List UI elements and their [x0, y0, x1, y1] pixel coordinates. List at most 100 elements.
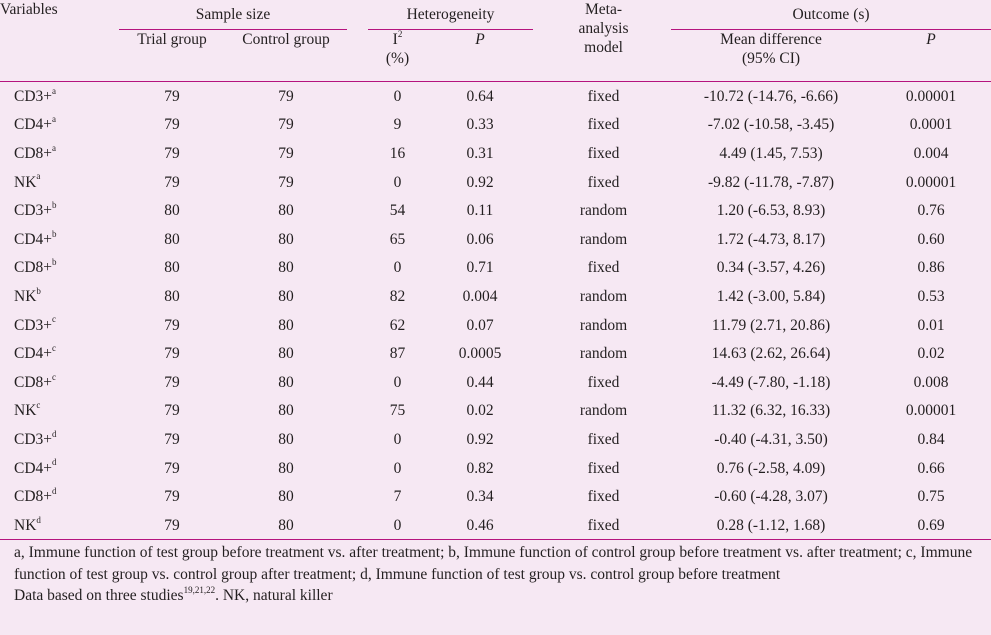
spacer [533, 482, 565, 511]
footnote-definitions: a, Immune function of test group before … [14, 544, 973, 583]
cell-outcome-p: 0.00001 [871, 80, 991, 111]
spacer [533, 425, 565, 454]
table-row: CD8+b 80 80 0 0.71 fixed 0.34 (-3.57, 4.26) 0.8… [0, 254, 991, 283]
cell-trial-group: 79 [164, 430, 180, 448]
cell-i2: 0 [393, 373, 402, 391]
cell-mean-difference: -9.82 (-11.78, -7.87) [708, 173, 834, 191]
spacer [642, 397, 671, 426]
header-meta-analysis-model: Meta- analysis model [578, 1, 629, 56]
table-row: NKb 80 80 82 0.004 random 1.42 (-3.00, 5.84) 0.… [0, 282, 991, 311]
cell-control-group: 80 [278, 459, 294, 477]
header-row-top: Variables Sample size Heterogeneity Meta… [0, 0, 991, 56]
cell-i2: 87 [389, 345, 406, 363]
cell-control-group: 80 [278, 345, 294, 363]
cell-heterogeneity-p: 0.06 [466, 230, 494, 248]
spacer [642, 254, 671, 283]
table-row: CD3+b 80 80 54 0.11 random 1.20 (-6.53, 8.93) 0… [0, 196, 991, 225]
header-mean-difference: Mean difference (95% CI) [720, 31, 822, 67]
spacer [642, 196, 671, 225]
cell-mean-difference: 0.28 (-1.12, 1.68) [716, 516, 826, 534]
cell-mean-difference: -0.60 (-4.28, 3.07) [714, 488, 828, 506]
spacer [533, 196, 565, 225]
cell-variable: CD4+b [14, 228, 57, 248]
cell-model: fixed [587, 173, 620, 191]
cell-model: fixed [587, 516, 620, 534]
spacer [347, 454, 368, 483]
cell-outcome-p: 0.00001 [905, 173, 957, 191]
cell-model: random [579, 316, 628, 334]
spacer [642, 454, 671, 483]
table-row: CD4+a 79 79 9 0.33 fixed -7.02 (-10.58, -3.45)… [0, 111, 991, 140]
cell-mean-difference: -0.40 (-4.31, 3.50) [714, 430, 828, 448]
cell-i2: 9 [393, 116, 402, 134]
header-outcome: Outcome (s) [671, 0, 991, 30]
spacer [642, 311, 671, 340]
cell-variable: CD3+a [0, 80, 113, 111]
cell-heterogeneity-p: 0.02 [466, 402, 494, 420]
cell-variable: CD3+c [14, 314, 57, 334]
spacer [642, 482, 671, 511]
cell-model: fixed [587, 144, 620, 162]
cell-control-group: 80 [278, 488, 294, 506]
cell-trial-group: 80 [164, 287, 180, 305]
header-heterogeneity: Heterogeneity [368, 0, 534, 30]
spacer [347, 425, 368, 454]
cell-i2: 82 [389, 287, 406, 305]
table-row: NKc 79 80 75 0.02 random 11.32 (6.32, 16.33) 0.… [0, 397, 991, 426]
cell-model: fixed [587, 116, 620, 134]
spacer [347, 282, 368, 311]
cell-trial-group: 79 [164, 402, 180, 420]
table-row: NKa 79 79 0 0.92 fixed -9.82 (-11.78, -7.87) 0.… [0, 168, 991, 197]
cell-i2: 7 [393, 488, 402, 506]
cell-variable: CD3+b [14, 200, 57, 220]
cell-outcome-p: 0.00001 [905, 402, 957, 420]
cell-i2: 0 [393, 516, 402, 534]
cell-mean-difference: 11.32 (6.32, 16.33) [711, 402, 831, 420]
cell-variable: NKb [14, 285, 41, 305]
header-row-sub: Trial group Control group I2 (%) P Mean … [0, 29, 991, 82]
spacer [533, 511, 565, 540]
cell-control-group: 80 [278, 259, 294, 277]
spacer [642, 368, 671, 397]
table-row: CD4+c 79 80 87 0.0005 random 14.63 (2.62, 26.6… [0, 339, 991, 368]
table-row: CD4+b 80 80 65 0.06 random 1.72 (-4.73, 8.17) 0… [0, 225, 991, 254]
spacer [347, 368, 368, 397]
table-row: CD3+c 79 80 62 0.07 random 11.79 (2.71, 20.86)… [0, 311, 991, 340]
spacer [642, 339, 671, 368]
cell-i2: 54 [389, 202, 406, 220]
spacer [347, 397, 368, 426]
cell-model: fixed [587, 373, 620, 391]
cell-model: fixed [587, 488, 620, 506]
cell-variable: CD8+a [14, 142, 57, 162]
cell-model: fixed [565, 80, 643, 111]
cell-variable: CD4+d [14, 457, 57, 477]
cell-heterogeneity-p: 0.31 [466, 144, 494, 162]
cell-outcome-p: 0.76 [917, 202, 945, 220]
cell-model: fixed [587, 459, 620, 477]
cell-heterogeneity-p: 0.44 [466, 373, 494, 391]
spacer [533, 254, 565, 283]
cell-i2: 0 [393, 173, 402, 191]
cell-heterogeneity-p: 0.11 [466, 202, 494, 220]
spacer [347, 80, 368, 111]
spacer [642, 80, 672, 111]
cell-mean-difference: 1.20 (-6.53, 8.93) [716, 202, 826, 220]
spacer [347, 511, 368, 540]
spacer [642, 425, 671, 454]
cell-control-group: 80 [278, 373, 294, 391]
cell-mean-difference: 1.42 (-3.00, 5.84) [716, 287, 826, 305]
spacer [533, 80, 566, 111]
cell-control-group: 80 [278, 202, 294, 220]
spacer [533, 282, 565, 311]
cell-outcome-p: 0.60 [917, 230, 945, 248]
cell-trial-group: 80 [164, 230, 180, 248]
cell-outcome-p: 0.01 [917, 316, 945, 334]
cell-trial-group: 79 [164, 144, 180, 162]
cell-trial-group: 79 [164, 116, 180, 134]
footnote-source: Data based on three studies19,21,22. NK,… [14, 584, 333, 604]
cell-outcome-p: 0.66 [917, 459, 945, 477]
cell-model: random [579, 230, 628, 248]
cell-heterogeneity-p: 0.71 [466, 259, 494, 277]
cell-variable: NKd [14, 514, 41, 534]
cell-mean-difference: 0.34 (-3.57, 4.26) [716, 259, 826, 277]
